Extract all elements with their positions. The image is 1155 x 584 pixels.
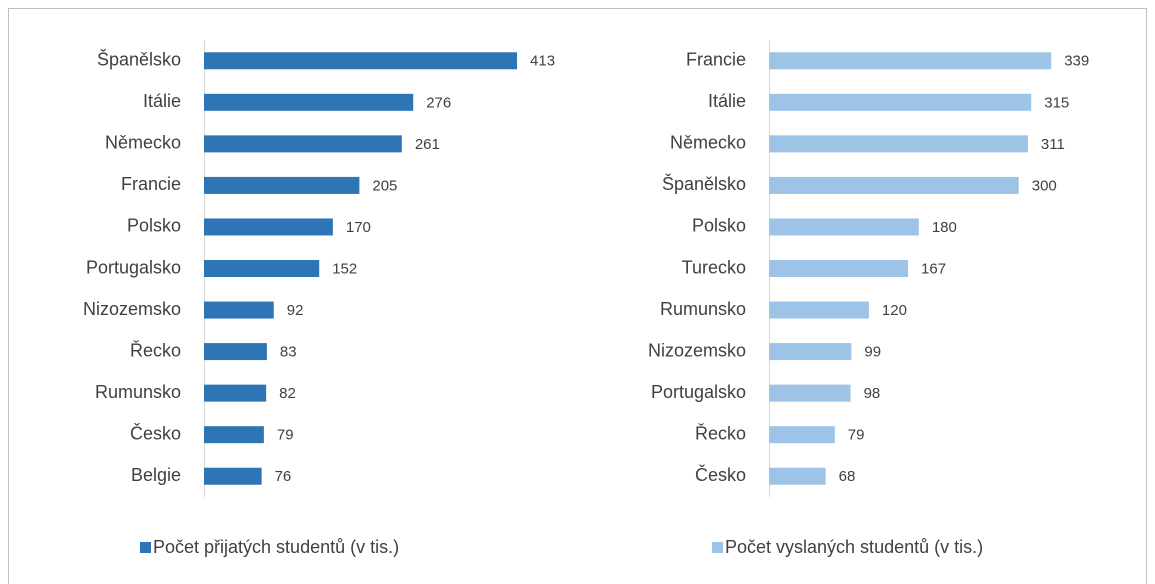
bar (769, 218, 919, 236)
bar (769, 343, 852, 361)
data-label: 98 (864, 385, 881, 402)
y-tick-label: Rumunsko (95, 382, 181, 402)
y-tick-label: Česko (130, 422, 181, 443)
y-tick-label: Nizozemsko (83, 299, 181, 319)
bar (204, 135, 402, 153)
y-tick-label: Polsko (692, 216, 746, 236)
bar (204, 93, 414, 111)
bar (204, 426, 264, 444)
bar (204, 301, 274, 319)
data-label: 92 (287, 302, 304, 319)
bar (204, 52, 518, 70)
y-tick-label: Německo (105, 133, 181, 153)
data-label: 79 (848, 427, 865, 444)
y-tick-label: Nizozemsko (648, 340, 746, 360)
bar (769, 93, 1032, 111)
data-label: 170 (346, 219, 371, 236)
bar (769, 426, 835, 444)
y-tick-label: Německo (670, 133, 746, 153)
bar (769, 260, 909, 277)
bar (769, 135, 1028, 153)
data-label: 205 (372, 177, 397, 194)
data-label: 413 (530, 53, 555, 70)
data-label: 276 (426, 94, 451, 111)
bar (204, 467, 262, 485)
bar (769, 52, 1052, 70)
data-label: 300 (1032, 177, 1057, 194)
legend-swatch (140, 542, 151, 553)
bar (204, 384, 267, 402)
y-tick-label: Řecko (130, 340, 181, 360)
legend-swatch (712, 542, 723, 553)
y-tick-label: Řecko (695, 423, 746, 443)
data-label: 261 (415, 136, 440, 153)
bar (769, 384, 851, 402)
data-label: 99 (864, 344, 881, 361)
y-tick-label: Španělsko (662, 173, 746, 194)
bar (204, 176, 360, 194)
y-tick-label: Belgie (131, 465, 181, 485)
y-tick-label: Portugalsko (86, 257, 181, 277)
frame (8, 8, 1147, 584)
y-tick-label: Rumunsko (660, 299, 746, 319)
bar (204, 343, 267, 361)
data-label: 311 (1041, 136, 1065, 153)
y-tick-label: Česko (695, 464, 746, 485)
legend-label: Počet přijatých studentů (v tis.) (153, 537, 399, 557)
data-label: 315 (1044, 94, 1069, 111)
y-tick-label: Španělsko (97, 49, 181, 70)
y-tick-label: Turecko (682, 257, 746, 277)
y-tick-label: Portugalsko (651, 382, 746, 402)
bar (769, 467, 826, 485)
bar (769, 176, 1019, 194)
bar (204, 260, 320, 277)
data-label: 83 (280, 344, 297, 361)
y-tick-label: Itálie (143, 91, 181, 111)
y-tick-label: Francie (121, 174, 181, 194)
y-tick-label: Francie (686, 50, 746, 70)
data-label: 339 (1064, 53, 1089, 70)
y-tick-label: Polsko (127, 216, 181, 236)
data-label: 82 (279, 385, 296, 402)
y-tick-label: Itálie (708, 91, 746, 111)
data-label: 68 (839, 468, 856, 485)
legend-label: Počet vyslaných studentů (v tis.) (725, 537, 983, 557)
data-label: 120 (882, 302, 907, 319)
data-label: 152 (332, 260, 357, 277)
bar (204, 218, 333, 236)
data-label: 79 (277, 427, 294, 444)
data-label: 167 (921, 260, 946, 277)
data-label: 180 (932, 219, 957, 236)
data-label: 76 (275, 468, 292, 485)
bar (769, 301, 869, 319)
